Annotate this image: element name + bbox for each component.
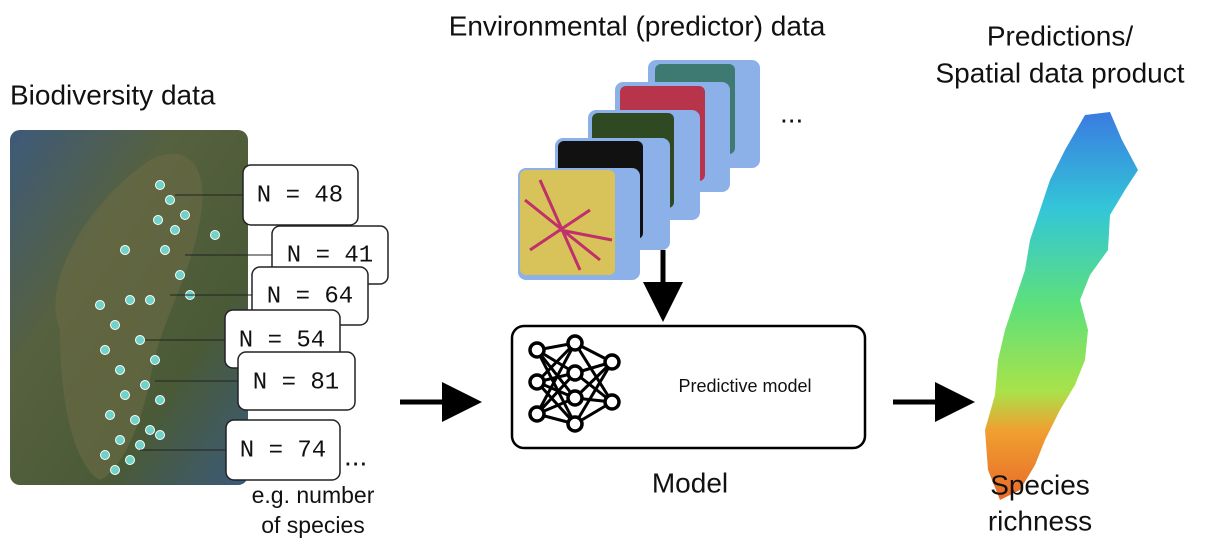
map-pin [111,466,120,475]
map-pin [131,416,140,425]
map-pin [106,411,115,420]
count-label: N = 81 [253,369,339,396]
nn-node [568,391,582,405]
nn-node [530,375,544,389]
nn-node [605,355,619,369]
map-pin [211,231,220,240]
raster-stack [518,60,760,280]
count-label: N = 74 [240,437,326,464]
map-pin [156,431,165,440]
section-title: Biodiversity data [10,79,216,110]
caption: Species [990,469,1090,500]
map-pin [146,296,155,305]
nn-node [568,417,582,431]
map-pin [126,456,135,465]
map-pin [121,391,130,400]
nn-node [605,395,619,409]
count-label: N = 41 [287,242,373,269]
count-label: N = 64 [267,283,353,310]
map-pin [101,451,110,460]
prediction-map [985,112,1138,500]
map-pin [136,336,145,345]
section-title: Predictions/ [987,20,1134,51]
model-box-label: Predictive model [678,376,811,396]
nn-node [530,343,544,357]
section-title: Model [652,467,728,498]
map-pin [146,426,155,435]
map-pin [116,436,125,445]
map-pin [154,216,163,225]
map-pin [176,271,185,280]
map-pin [156,181,165,190]
map-pin [171,226,180,235]
caption: of species [261,512,365,538]
diagram: Biodiversity data N = 48 N = 41 N = 64 N… [0,0,1220,545]
map-pin [156,396,165,405]
nn-node [568,336,582,350]
map-pin [151,356,160,365]
map-pin [121,246,130,255]
map-pin [136,441,145,450]
caption: richness [988,505,1092,536]
map-pin [111,321,120,330]
section-title: Spatial data product [935,57,1184,88]
map-pin [126,296,135,305]
map-pin [181,211,190,220]
map-pin [96,301,105,310]
count-label: N = 54 [239,327,325,354]
map-pin [141,381,150,390]
caption: e.g. number [252,482,375,508]
section-title: Environmental (predictor) data [449,10,826,41]
map-pin [116,366,125,375]
count-label: N = 48 [257,182,343,209]
ellipsis: ... [780,97,803,128]
nn-node [530,407,544,421]
map-pin [101,346,110,355]
ellipsis: ... [344,440,367,471]
map-pin [166,196,175,205]
nn-node [568,366,582,380]
map-pin [161,246,170,255]
raster-layer-content [520,170,615,275]
